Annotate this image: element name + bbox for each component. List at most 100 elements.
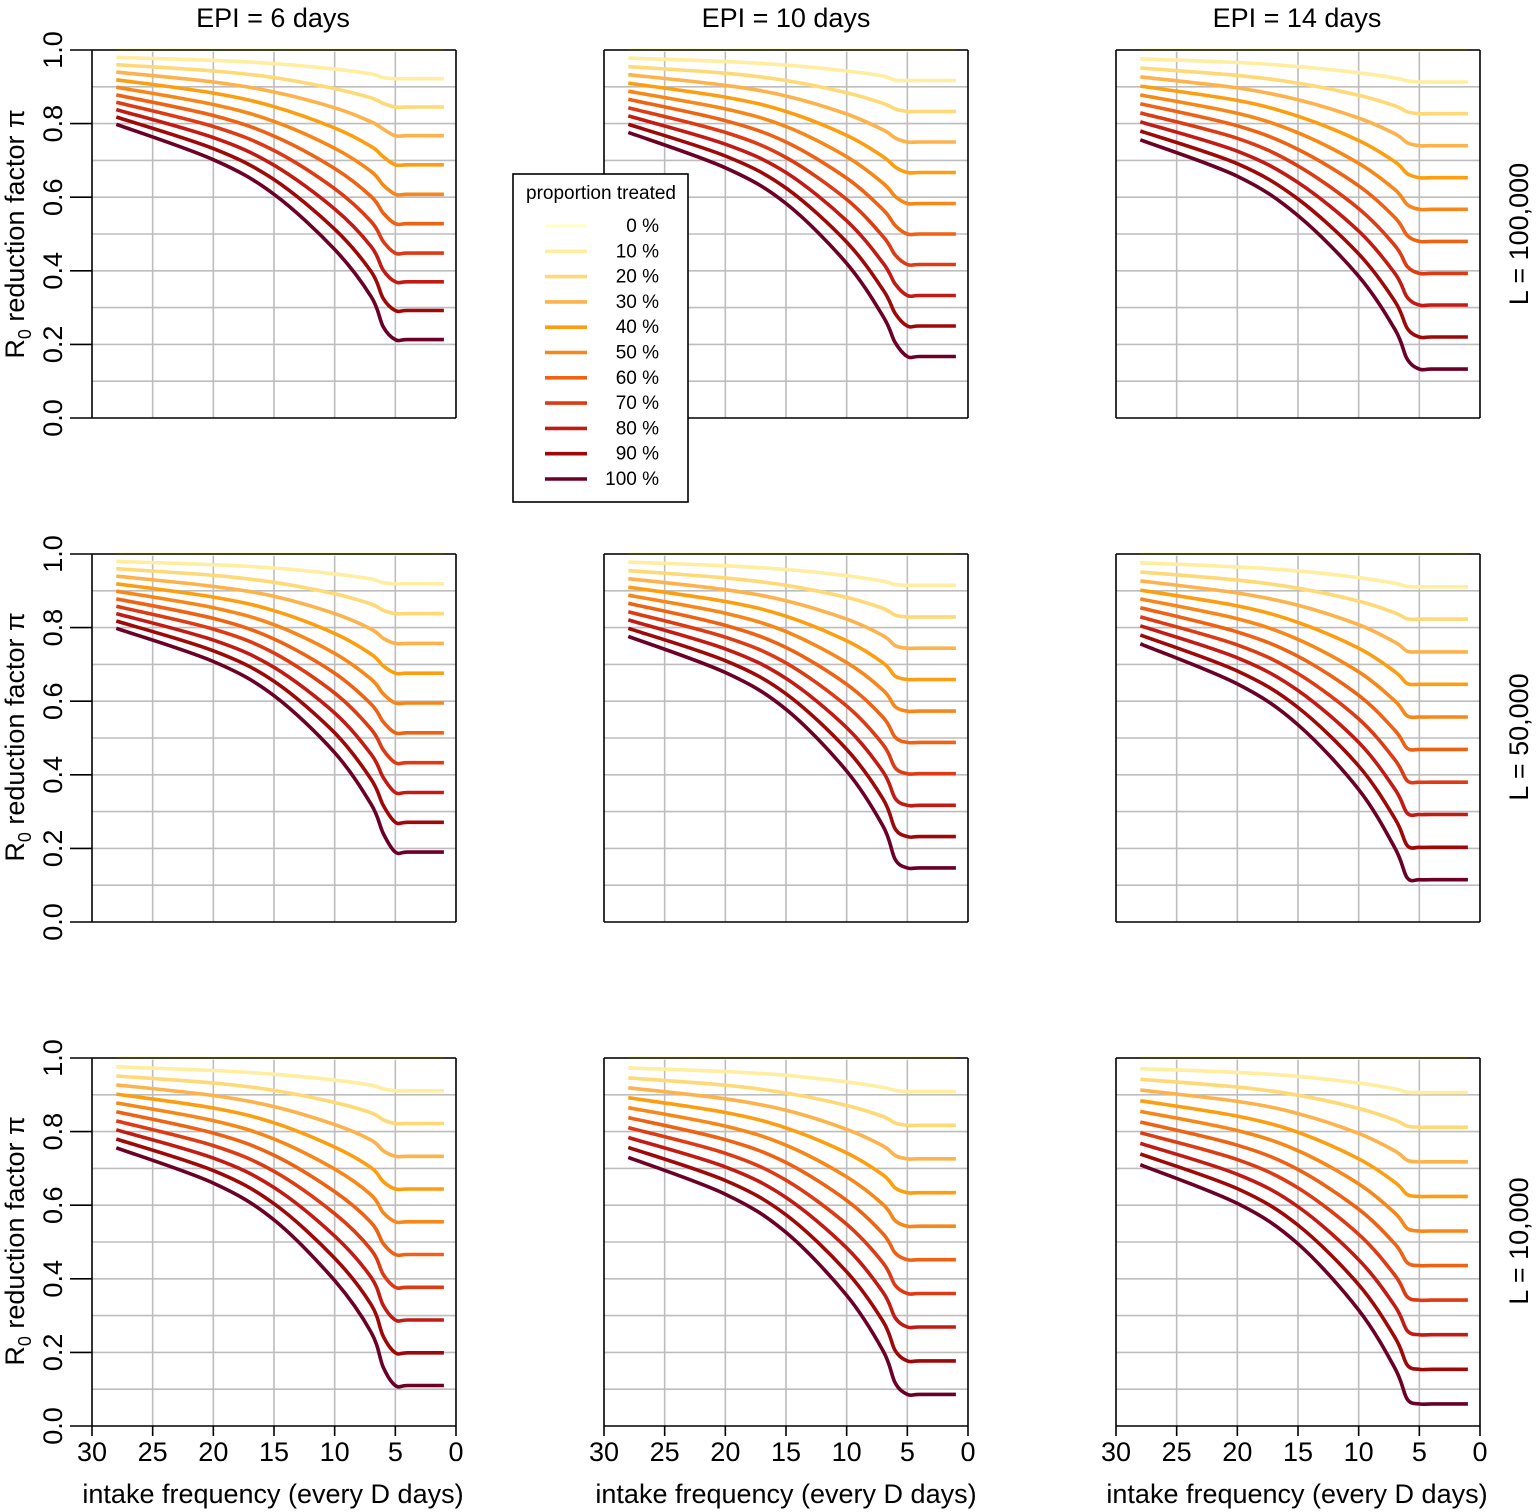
panel-r2-c1: 0.0 0.2 0.4 0.6 0.8 1.0 xyxy=(38,535,457,941)
y-tick-label: 0.2 xyxy=(38,326,68,364)
panel-r1-c1: 0.0 0.2 0.4 0.6 0.8 1.0 xyxy=(38,31,457,437)
series-line-40-percent xyxy=(1140,1098,1468,1199)
series-line-60-percent xyxy=(115,1109,444,1258)
series-line-30-percent xyxy=(116,70,444,138)
series-line-50-percent xyxy=(1139,597,1468,720)
panel-r1-c2 xyxy=(603,48,969,419)
series-line-90-percent xyxy=(115,619,444,826)
x-tick-label: 20 xyxy=(198,1437,228,1467)
y-tick-label: 0.6 xyxy=(38,178,68,216)
series-line-30-percent xyxy=(116,1083,444,1159)
y-tick-label: 0.4 xyxy=(38,756,68,794)
x-tick-label: 30 xyxy=(77,1437,107,1467)
x-tick-label: 20 xyxy=(710,1437,740,1467)
panel-r1-c3 xyxy=(1115,48,1481,419)
series-line-90-percent xyxy=(1139,129,1468,340)
series-line-50-percent xyxy=(627,89,956,206)
panel-r3-c2: 30 25 20 15 10 5 0 xyxy=(589,1056,976,1467)
y-tick-label: 0.8 xyxy=(38,105,68,143)
series-line-60-percent xyxy=(627,1115,956,1262)
x-tick-label: 30 xyxy=(589,1437,619,1467)
y-tick-label: 0.6 xyxy=(38,1186,68,1224)
panel-r2-c2 xyxy=(603,552,969,923)
y-tick-label: 0.4 xyxy=(38,1260,68,1298)
series-line-100-percent xyxy=(115,122,444,343)
series-line-70-percent xyxy=(115,100,444,256)
panel-r2-c3 xyxy=(1115,552,1481,923)
series-line-70-percent xyxy=(1139,111,1468,276)
series-line-80-percent xyxy=(115,611,444,796)
series-line-10-percent xyxy=(1140,1066,1468,1095)
svg-text:R0 reduction factor π: R0 reduction factor π xyxy=(0,109,35,358)
series-line-40-percent xyxy=(628,1095,956,1195)
x-tick-label: 0 xyxy=(448,1437,463,1467)
series-line-20-percent xyxy=(628,64,956,114)
series-line-20-percent xyxy=(116,1074,444,1126)
series-line-40-percent xyxy=(1140,84,1468,180)
column-title-epi-10: EPI = 10 days xyxy=(702,3,871,33)
x-tick-label: 15 xyxy=(1283,1437,1313,1467)
x-axis-title-col-2: intake frequency (every D days) xyxy=(595,1479,976,1509)
series-line-90-percent xyxy=(1139,1152,1468,1372)
series-line-20-percent xyxy=(1140,570,1468,622)
legend: proportion treated 0 % 10 % 20 % 30 % 40 % 50… xyxy=(512,173,689,503)
column-title-epi-6: EPI = 6 days xyxy=(196,3,350,33)
series-line-50-percent xyxy=(115,85,444,197)
series-line-50-percent xyxy=(627,593,956,714)
ylabel-rest: reduction factor π xyxy=(0,612,30,832)
x-axis-title-col-3: intake frequency (every D days) xyxy=(1106,1479,1487,1509)
series-line-20-percent xyxy=(116,566,444,616)
legend-label: 70 % xyxy=(616,393,659,414)
legend-label: 50 % xyxy=(616,343,659,364)
ylabel-subscript: 0 xyxy=(15,329,35,339)
ylabel-subscript: 0 xyxy=(15,1336,35,1346)
series-line-40-percent xyxy=(116,582,444,676)
series-line-30-percent xyxy=(1140,579,1468,654)
series-line-80-percent xyxy=(1139,624,1468,818)
series-line-30-percent xyxy=(1140,75,1468,148)
row-label-l-50000: L = 50,000 xyxy=(1504,673,1534,800)
x-tick-label: 20 xyxy=(1222,1437,1252,1467)
column-title-epi-14: EPI = 14 days xyxy=(1213,3,1382,33)
ylabel-rest: reduction factor π xyxy=(0,109,30,329)
series-line-80-percent xyxy=(1139,120,1468,308)
series-line-10-percent xyxy=(116,55,444,81)
legend-label: 30 % xyxy=(616,292,659,313)
x-tick-label: 5 xyxy=(900,1437,915,1467)
series-line-60-percent xyxy=(627,97,956,237)
series-line-60-percent xyxy=(115,93,444,227)
row-label-l-100000: L = 100,000 xyxy=(1504,163,1534,305)
y-tick-label: 0.4 xyxy=(38,252,68,290)
x-tick-label: 0 xyxy=(960,1437,975,1467)
series-line-20-percent xyxy=(116,62,444,110)
series-line-70-percent xyxy=(1139,615,1468,785)
series-line-40-percent xyxy=(628,81,956,175)
panel-r3-c1: 0.0 0.2 0.4 0.6 0.8 1.0 30 25 20 15 10 5 0 xyxy=(38,1039,464,1467)
legend-label: 100 % xyxy=(605,469,659,490)
legend-label: 80 % xyxy=(616,418,659,439)
y-tick-label: 1.0 xyxy=(38,31,68,69)
series-line-80-percent xyxy=(627,1135,956,1330)
series-line-100-percent xyxy=(115,1146,444,1389)
row-label-l-10000: L = 10,000 xyxy=(1504,1177,1534,1304)
ylabel-r: R xyxy=(0,339,30,359)
ylabel-r: R xyxy=(0,842,30,862)
series-line-80-percent xyxy=(1139,1141,1468,1337)
series-line-30-percent xyxy=(628,576,956,651)
svg-text:R0 reduction factor π: R0 reduction factor π xyxy=(0,1116,35,1365)
series-line-90-percent xyxy=(627,122,956,329)
x-tick-label: 10 xyxy=(320,1437,350,1467)
legend-label: 90 % xyxy=(616,444,659,465)
y-tick-label: 0.8 xyxy=(38,1113,68,1151)
ylabel-subscript: 0 xyxy=(15,832,35,842)
series-line-70-percent xyxy=(115,1119,444,1291)
series-line-90-percent xyxy=(627,1145,956,1364)
series-line-40-percent xyxy=(628,585,956,682)
legend-label: 0 % xyxy=(626,216,659,237)
y-tick-label: 0.6 xyxy=(38,682,68,720)
series-line-100-percent xyxy=(627,130,956,360)
series-line-100-percent xyxy=(115,626,444,856)
legend-entries: 0 % 10 % 20 % 30 % 40 % 50 % 60 % 70 % 80 % 90 % 1… xyxy=(545,216,659,490)
series-line-10-percent xyxy=(1140,57,1468,84)
